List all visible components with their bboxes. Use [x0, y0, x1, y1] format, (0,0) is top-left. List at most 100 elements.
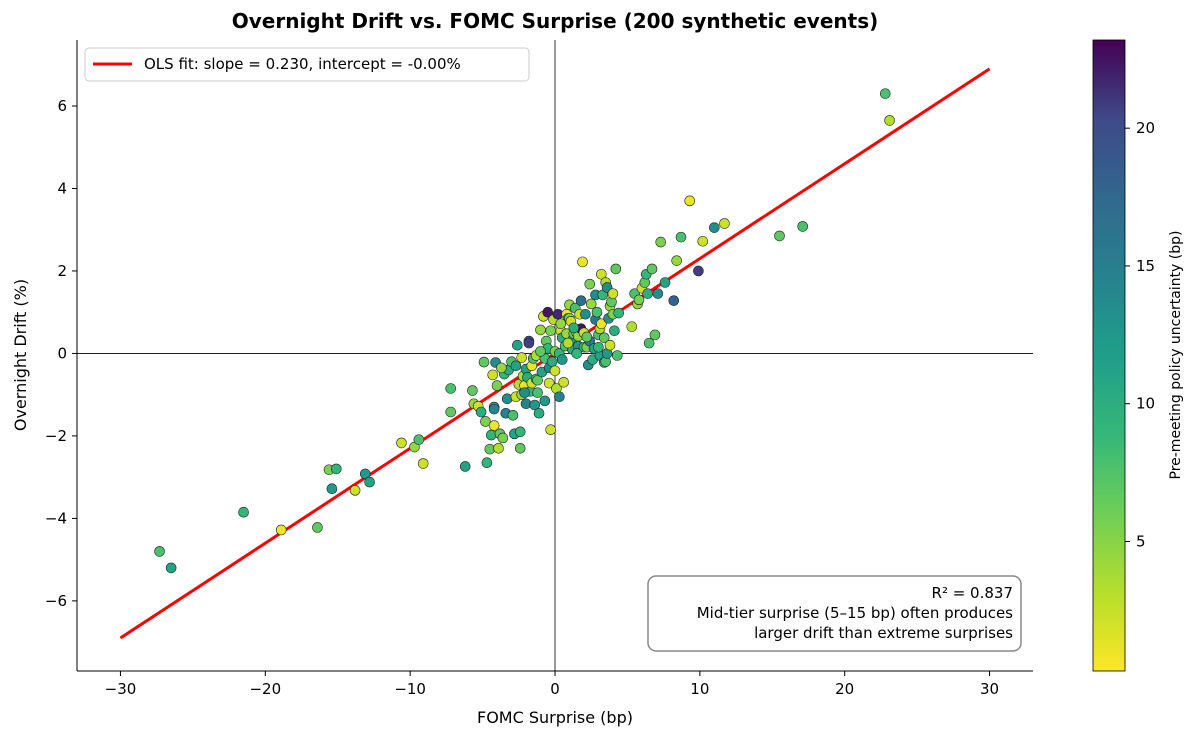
- scatter-point: [577, 256, 588, 268]
- scatter-point: [693, 265, 704, 277]
- scatter-point: [501, 393, 513, 405]
- scatter-point: [488, 420, 500, 431]
- scatter-point: [535, 324, 546, 336]
- scatter-point: [349, 485, 361, 496]
- annotation-box: R² = 0.837 Mid-tier surprise (5–15 bp) o…: [647, 575, 1022, 652]
- x-ticks: −30 −20 −10 0 10 20 30: [105, 671, 999, 698]
- annotation-r-squared: R² = 0.837: [932, 584, 1013, 602]
- scatter-point: [510, 360, 522, 372]
- scatter-point: [493, 442, 504, 454]
- scatter-point: [543, 377, 555, 389]
- legend-label-ols-fit: OLS fit: slope = 0.230, intercept = -0.0…: [144, 55, 461, 73]
- scatter-point: [581, 331, 593, 343]
- annotation-line-3: larger drift than extreme surprises: [754, 624, 1013, 642]
- scatter-point: [596, 318, 607, 330]
- colorbar-tick-label: 20: [1136, 119, 1155, 137]
- scatter-point: [697, 235, 709, 247]
- scatter-point: [797, 221, 808, 232]
- scatter-point: [633, 294, 645, 306]
- scatter-point: [643, 337, 655, 349]
- scatter-point: [568, 322, 580, 334]
- colorbar: 5 10 15 20 Pre-meeting policy uncertainty (…: [1092, 39, 1184, 672]
- x-tick-label: 30: [980, 680, 999, 698]
- scatter-point: [275, 524, 287, 536]
- scatter-point: [533, 407, 545, 419]
- scatter-point: [481, 457, 493, 469]
- colorbar-gradient: [1092, 39, 1126, 672]
- legend: OLS fit: slope = 0.230, intercept = -0.0…: [84, 47, 530, 82]
- scatter-point: [613, 307, 625, 319]
- scatter-point: [497, 432, 509, 444]
- scatter-point: [478, 356, 490, 368]
- scatter-point: [417, 458, 429, 469]
- scatter-point: [584, 278, 596, 290]
- scatter-point: [529, 399, 541, 411]
- scatter-point: [659, 277, 671, 288]
- scatter-point: [554, 391, 565, 403]
- scatter-point: [326, 483, 338, 495]
- scatter-point: [655, 236, 667, 248]
- y-tick-label: 0: [57, 344, 67, 362]
- colorbar-ticks: 5 10 15 20: [1125, 119, 1155, 550]
- y-tick-label: −6: [45, 592, 67, 610]
- scatter-point: [396, 437, 407, 449]
- scatter-point: [668, 295, 680, 306]
- scatter-point: [671, 255, 682, 266]
- scatter-point: [774, 230, 785, 242]
- scatter-point: [516, 352, 527, 363]
- x-tick-label: −20: [249, 680, 281, 698]
- scatter-point: [719, 218, 730, 229]
- scatter-point: [580, 308, 591, 320]
- scatter-point: [652, 288, 664, 299]
- x-tick-label: 10: [690, 680, 709, 698]
- scatter-point: [596, 268, 607, 280]
- scatter-point: [165, 562, 177, 574]
- scatter-point: [312, 522, 323, 533]
- scatter-point: [507, 410, 519, 421]
- scatter-point: [545, 424, 556, 436]
- y-tick-label: 2: [57, 262, 67, 280]
- scatter-point: [475, 406, 487, 418]
- scatter-point: [607, 288, 619, 299]
- y-tick-label: 4: [57, 179, 67, 197]
- scatter-point: [467, 385, 478, 396]
- scatter-point: [445, 383, 457, 394]
- scatter-point: [480, 416, 491, 427]
- scatter-point: [884, 115, 895, 126]
- scatter-point: [546, 356, 558, 367]
- scatter-point: [571, 348, 583, 359]
- scatter-point: [562, 337, 574, 349]
- scatter-point: [684, 195, 696, 207]
- scatter-point: [520, 398, 532, 410]
- scatter-point: [488, 403, 500, 415]
- chart-title: Overnight Drift vs. FOMC Surprise (200 s…: [232, 9, 879, 33]
- scatter-point: [532, 387, 543, 398]
- scatter-point: [549, 365, 561, 377]
- x-tick-label: −10: [394, 680, 426, 698]
- colorbar-label: Pre-meeting policy uncertainty (bp): [1168, 231, 1184, 480]
- scatter-point: [611, 350, 623, 361]
- scatter-point: [413, 434, 425, 445]
- scatter-point: [642, 288, 654, 299]
- y-tick-label: −4: [45, 509, 67, 527]
- colorbar-tick-label: 15: [1136, 257, 1155, 275]
- scatter-point: [539, 395, 551, 407]
- scatter-point: [593, 341, 604, 353]
- scatter-point: [359, 468, 371, 480]
- scatter-point: [649, 329, 661, 341]
- colorbar-tick-label: 10: [1136, 395, 1155, 413]
- scatter-point: [646, 263, 658, 275]
- scatter-point: [542, 306, 554, 318]
- scatter-point: [330, 463, 342, 475]
- scatter-point: [459, 461, 471, 472]
- legend-box: [84, 47, 530, 82]
- plot-area: [77, 40, 1033, 671]
- scatter-point: [512, 339, 523, 351]
- scatter-point: [523, 337, 535, 349]
- annotation-line-2: Mid-tier surprise (5–15 bp) often produc…: [697, 604, 1013, 622]
- scatter-point: [598, 332, 610, 344]
- x-tick-label: 20: [835, 680, 854, 698]
- scatter-point: [604, 339, 616, 351]
